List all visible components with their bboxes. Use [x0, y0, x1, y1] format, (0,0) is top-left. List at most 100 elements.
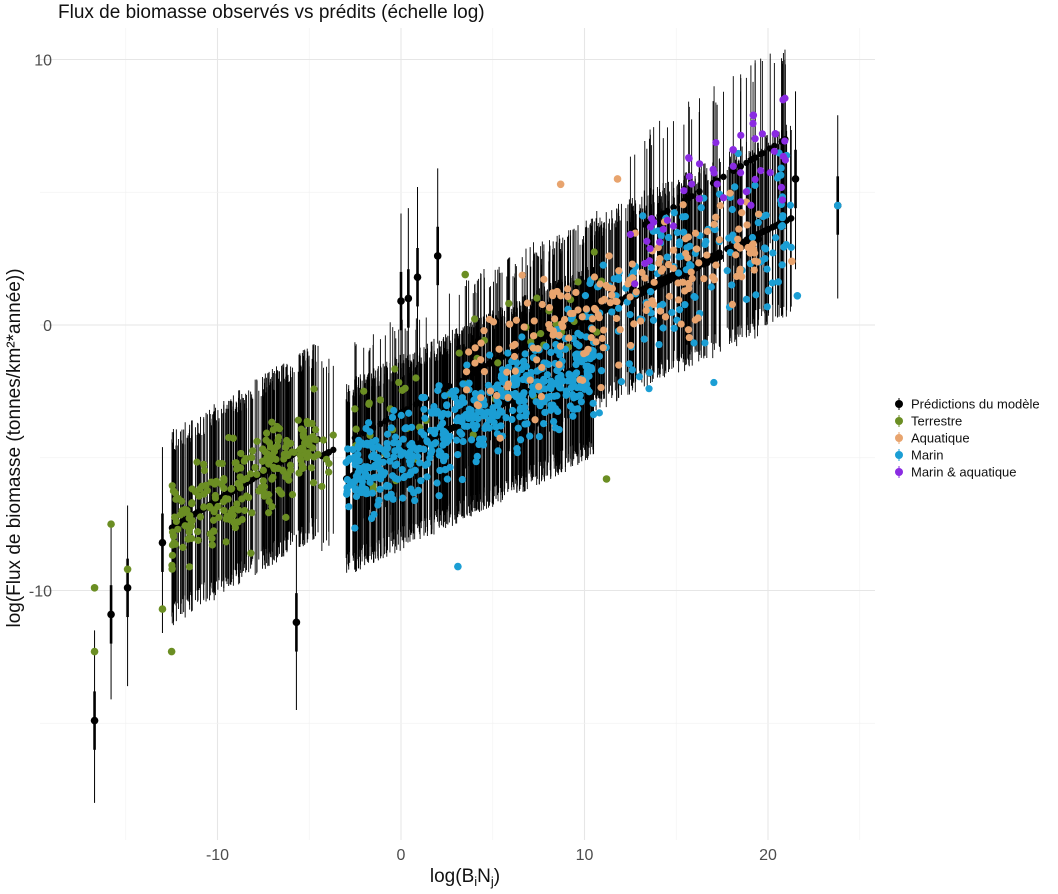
marin-point	[352, 476, 360, 485]
marin-point	[443, 401, 451, 410]
terrestre-point	[194, 528, 202, 536]
terrestre-point	[274, 436, 282, 445]
aquatique-point	[712, 213, 720, 221]
prediction-point	[664, 207, 671, 215]
marin-aquatique-point	[747, 201, 755, 209]
marin-point	[544, 394, 552, 402]
terrestre-point	[309, 435, 317, 443]
terrestre-point	[227, 485, 235, 493]
terrestre-point	[294, 416, 302, 424]
terrestre-point	[319, 436, 328, 444]
marin-point	[454, 450, 462, 459]
marin-point	[427, 408, 435, 416]
aquatique-point	[755, 210, 763, 218]
marin-point	[690, 292, 698, 301]
marin-point	[522, 409, 530, 417]
marin-point	[786, 201, 795, 209]
point-layer	[90, 94, 842, 725]
marin-point	[670, 324, 678, 332]
marin-aquatique-point	[742, 188, 750, 196]
terrestre-point	[325, 459, 333, 468]
marin-point	[397, 411, 405, 419]
aquatique-point	[555, 361, 563, 369]
prediction-point	[788, 215, 795, 222]
aquatique-point	[751, 257, 759, 265]
aquatique-point	[537, 392, 546, 401]
terrestre-point	[239, 476, 247, 484]
terrestre-point	[200, 460, 208, 468]
marin-point	[408, 439, 416, 448]
marin-point	[608, 308, 616, 316]
marin-point	[355, 436, 363, 444]
marin-point	[362, 424, 370, 433]
y-tick-label: -10	[29, 584, 52, 601]
legend-key-4	[895, 468, 903, 476]
marin-point	[383, 430, 392, 438]
marin-point	[690, 339, 698, 347]
prediction-point	[757, 151, 764, 158]
terrestre-point	[209, 516, 218, 524]
marin-point	[578, 358, 586, 366]
terrestre-point	[188, 499, 196, 507]
aquatique-point	[596, 280, 604, 288]
aquatique-point	[716, 201, 724, 210]
marin-point	[409, 452, 417, 460]
terrestre-point	[260, 483, 269, 491]
terrestre-point	[208, 534, 216, 543]
marin-point	[473, 421, 481, 429]
aquatique-point	[679, 278, 687, 286]
aquatique-point	[743, 221, 751, 229]
marin-point	[458, 430, 466, 438]
terrestre-point	[233, 500, 241, 508]
terrestre-point	[395, 378, 403, 387]
terrestre-point	[178, 497, 186, 505]
prediction-point	[292, 618, 301, 627]
marin-point	[342, 458, 350, 467]
marin-point	[589, 399, 597, 407]
marin-aquatique-point	[626, 230, 634, 239]
marin-aquatique-point	[669, 222, 678, 230]
aquatique-point	[615, 267, 623, 275]
aquatique-point	[477, 394, 485, 402]
aquatique-point	[587, 333, 595, 342]
marin-point	[489, 404, 497, 412]
prediction-point	[791, 175, 800, 183]
marin-aquatique-point	[751, 135, 759, 143]
marin-point	[549, 401, 557, 409]
terrestre-point	[211, 491, 219, 500]
terrestre-point	[290, 448, 298, 456]
marin-point	[586, 355, 594, 363]
marin-point	[645, 369, 654, 377]
marin-point	[572, 340, 581, 348]
aquatique-point	[511, 367, 519, 375]
marin-point	[635, 373, 644, 381]
marin-point	[581, 292, 590, 300]
aquatique-point	[679, 201, 687, 209]
aquatique-point	[687, 268, 695, 276]
marin-point	[399, 494, 407, 502]
aquatique-point	[732, 251, 740, 259]
marin-point	[679, 213, 687, 221]
marin-point	[663, 253, 671, 261]
legend-key-3	[895, 451, 903, 459]
aquatique-point	[556, 180, 565, 189]
legend-label: Marin & aquatique	[911, 465, 1017, 480]
marin-aquatique-point	[685, 172, 693, 181]
marin-point	[599, 261, 607, 269]
marin-point	[405, 409, 413, 417]
aquatique-point	[691, 229, 700, 237]
prediction-point	[413, 400, 420, 408]
terrestre-point	[235, 463, 244, 472]
marin-point	[486, 351, 494, 359]
prediction-point	[670, 275, 677, 282]
terrestre-point	[220, 506, 228, 515]
aquatique-point	[648, 297, 656, 305]
marin-point	[343, 476, 351, 484]
terrestre-point	[229, 434, 237, 442]
terrestre-point	[287, 466, 295, 474]
terrestre-point	[247, 470, 255, 478]
marin-point	[368, 489, 377, 497]
marin-point	[664, 233, 673, 242]
marin-point	[710, 378, 718, 387]
marin-point	[617, 378, 626, 386]
